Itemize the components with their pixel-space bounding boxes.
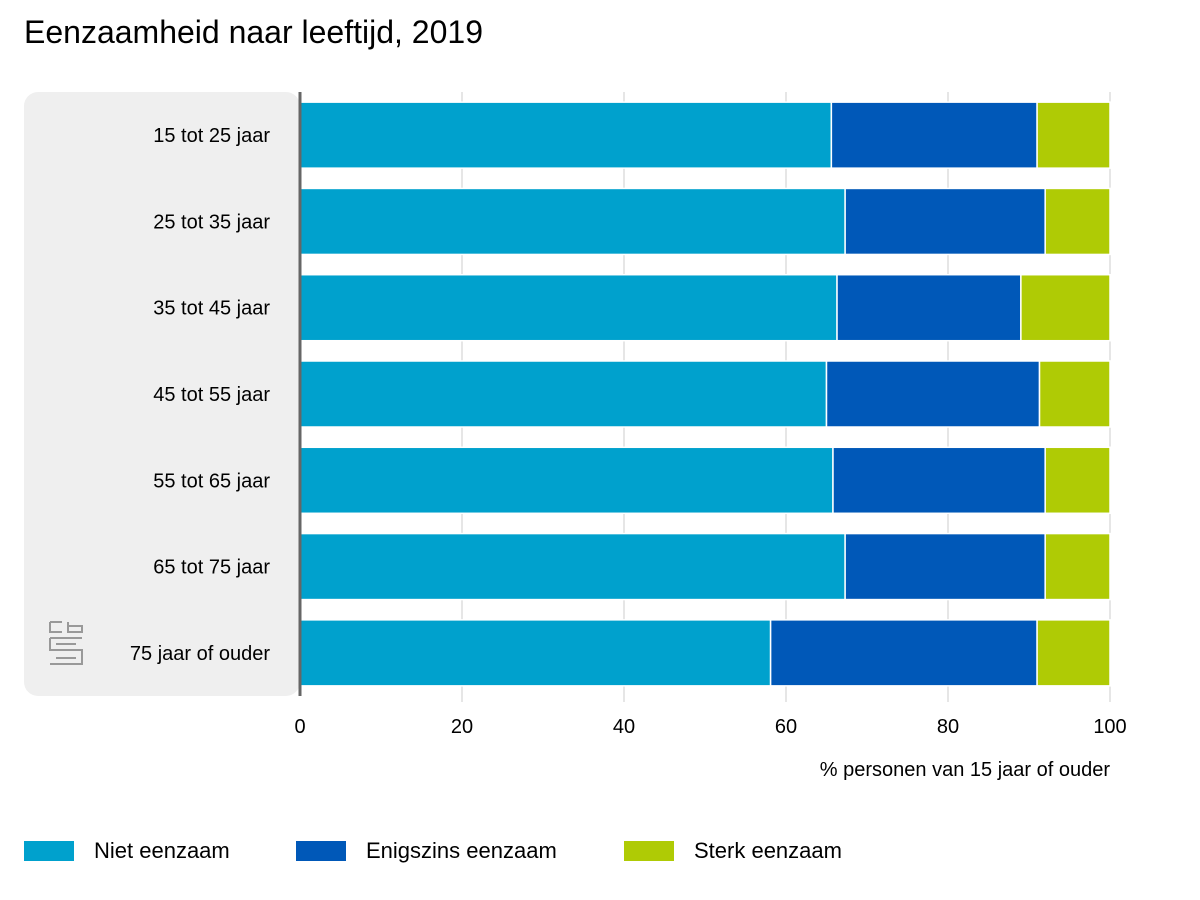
legend-swatch (296, 841, 346, 861)
x-tick-label: 100 (1093, 716, 1126, 738)
bar-segment (299, 360, 828, 428)
category-label: 55 tot 65 jaar (153, 470, 270, 492)
category-label: 25 tot 35 jaar (153, 211, 270, 233)
tick-labels: 0 20 40 60 80 100 (294, 716, 1126, 738)
bar-segment (1044, 532, 1111, 601)
category-label: 65 tot 75 jaar (153, 557, 270, 579)
category-label: 15 tot 25 jaar (153, 125, 270, 147)
bar-segment (769, 619, 1038, 687)
bar-segment (299, 532, 846, 601)
bar-segment (299, 187, 846, 256)
bar-segment (830, 101, 1038, 169)
legend-label: Sterk eenzaam (694, 838, 842, 863)
category-label: 45 tot 55 jaar (153, 384, 270, 406)
chart-title: Eenzaamheid naar leeftijd, 2019 (24, 14, 483, 50)
cbs-logo-icon (49, 621, 83, 665)
bar-segment (1044, 446, 1111, 515)
bar-segment (1044, 187, 1111, 256)
bar-segment (844, 532, 1046, 601)
bar-segment (844, 187, 1046, 256)
bar-segment (836, 273, 1022, 342)
x-tick-label: 0 (294, 716, 305, 738)
bar-segment (1036, 101, 1111, 169)
category-label: 35 tot 45 jaar (153, 298, 270, 320)
category-label: 75 jaar of ouder (130, 643, 270, 665)
bar-segment (299, 101, 833, 169)
legend-swatch (24, 841, 74, 861)
bar-segment (299, 273, 838, 342)
x-tick-label: 60 (775, 716, 797, 738)
bar-segment (299, 446, 834, 515)
category-panel (24, 92, 300, 696)
legend: Niet eenzaam Enigszins eenzaam Sterk eenza… (24, 838, 884, 864)
x-axis-title: % personen van 15 jaar of ouder (820, 759, 1111, 781)
bar-segment (825, 360, 1041, 428)
legend-item: Enigszins eenzaam (296, 838, 624, 864)
category-labels: 15 tot 25 jaar 25 tot 35 jaar 35 tot 45 ja… (130, 125, 270, 665)
legend-label: Niet eenzaam (94, 838, 230, 863)
bar-segment (832, 446, 1046, 515)
legend-item: Niet eenzaam (24, 838, 296, 864)
x-tick-label: 80 (937, 716, 959, 738)
bar-segment (1020, 273, 1111, 342)
x-tick-label: 20 (451, 716, 473, 738)
bar-segment (299, 619, 772, 687)
bar-segment (1036, 619, 1111, 687)
chart: 15 tot 25 jaar 25 tot 35 jaar 35 tot 45 ja… (24, 92, 1127, 781)
legend-swatch (624, 841, 674, 861)
legend-label: Enigszins eenzaam (366, 838, 557, 863)
x-tick-label: 40 (613, 716, 635, 738)
bar-segment (1038, 360, 1111, 428)
bars (299, 101, 1111, 687)
legend-item: Sterk eenzaam (624, 838, 884, 864)
